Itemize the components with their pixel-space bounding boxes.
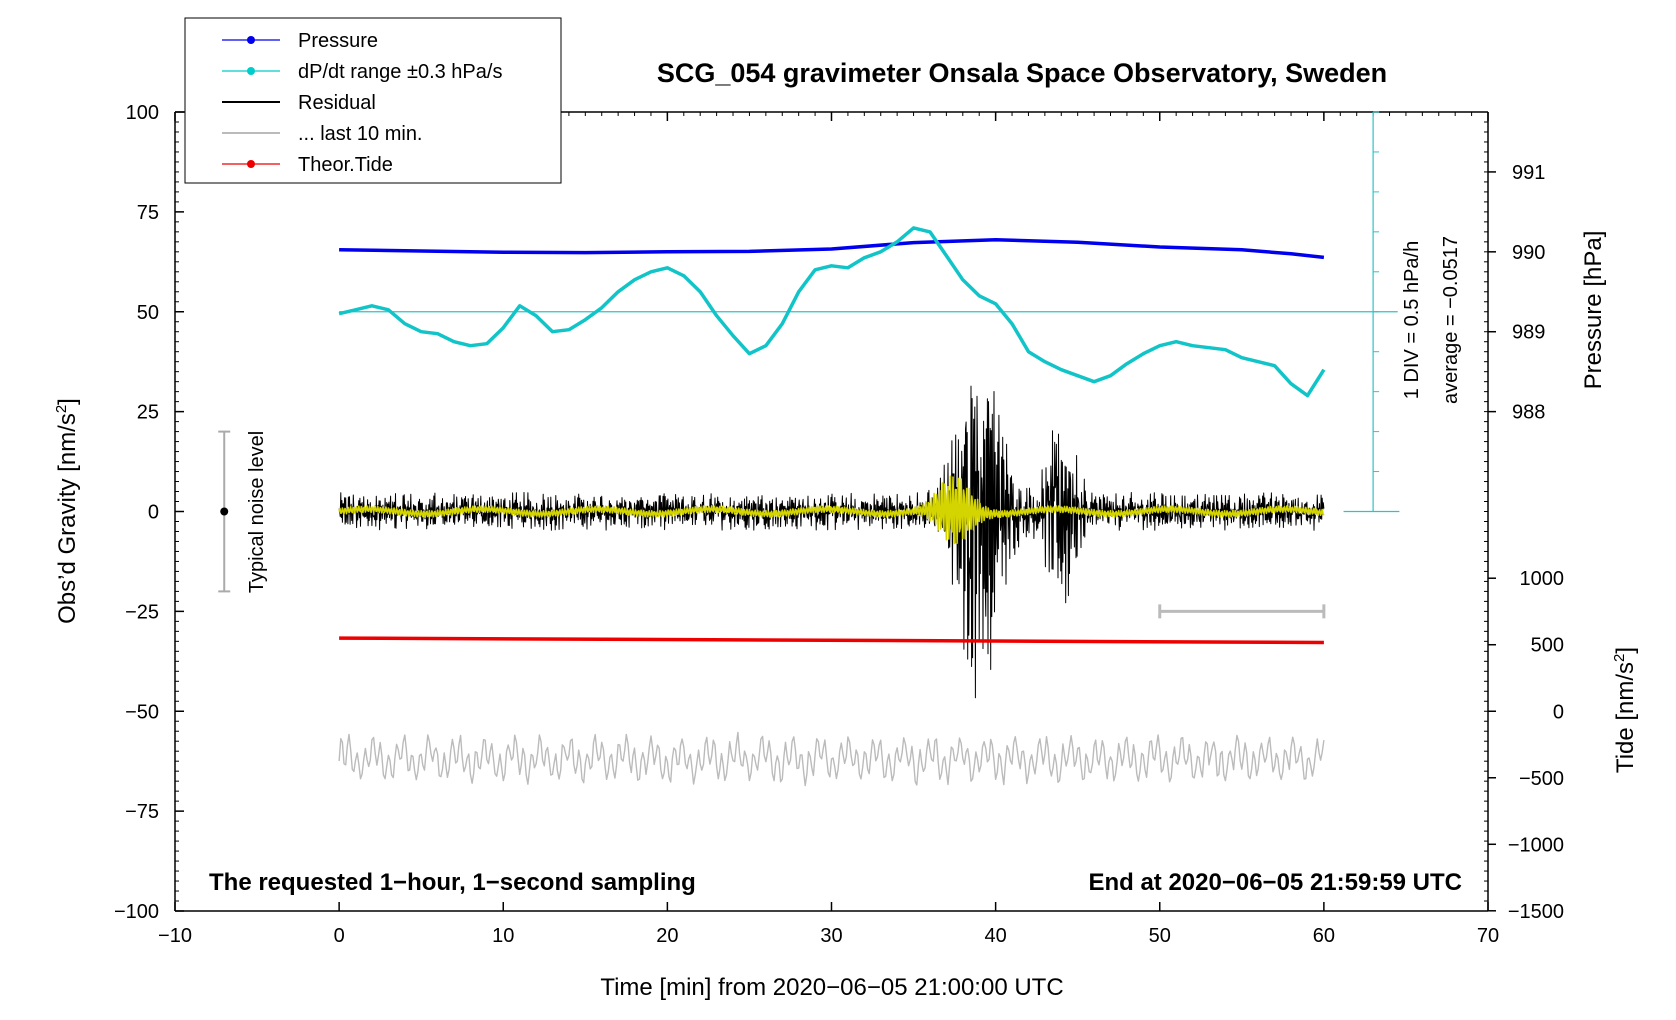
x-tick-label: 0: [334, 925, 345, 947]
y-tick-label: 75: [137, 202, 159, 224]
y-tick-label: −50: [125, 701, 159, 723]
svg-text:Pressure: Pressure: [298, 30, 378, 52]
series-pressure: [339, 238, 1325, 260]
x-tick-label: −10: [158, 925, 192, 947]
svg-text:... last 10 min.: ... last 10 min.: [298, 123, 423, 145]
tide-axis-label-close: ]: [1612, 647, 1639, 654]
note-right: End at 2020−06−05 21:59:59 UTC: [1088, 869, 1462, 896]
tide-axis-label-sup: 2: [1611, 654, 1628, 662]
legend-item-last10: ... last 10 min.: [222, 123, 423, 145]
pressure-axis-label: Pressure [hPa]: [1580, 231, 1607, 390]
x-axis: −10 0 10 20 30 40 50 60 70: [158, 112, 1499, 947]
x-tick-label: 30: [820, 925, 842, 947]
y-axis-label-close: ]: [54, 398, 81, 405]
y-tick-label: 25: [137, 402, 159, 424]
y-tick-label: −25: [125, 601, 159, 623]
tide-axis-label-main: Tide [nm/s: [1612, 662, 1639, 773]
y-tick-label: 0: [148, 502, 159, 524]
legend-item-pressure: Pressure: [222, 30, 378, 52]
x-tick-label: 40: [985, 925, 1007, 947]
x-axis-label: Time [min] from 2020−06−05 21:00:00 UTC: [600, 974, 1063, 1001]
noise-bar-center: [220, 507, 229, 516]
legend: Pressure dP/dt range ±0.3 hPa/s Residual…: [184, 17, 562, 184]
filtered-residual-line: [338, 475, 1325, 545]
tide-tick-label: −1500: [1508, 901, 1564, 923]
x-tick-label: 70: [1477, 925, 1499, 947]
noise-layer: [218, 430, 231, 593]
chart-title: SCG_054 gravimeter Onsala Space Observat…: [657, 58, 1387, 88]
series-theor-tide: [339, 636, 1324, 645]
note-left: The requested 1−hour, 1−second sampling: [209, 869, 696, 896]
noise-level-label: Typical noise level: [246, 431, 268, 593]
tide-tick-label: −500: [1519, 768, 1564, 790]
pressure-axis: 988 989 990 991: [1488, 162, 1545, 424]
legend-item-tide: Theor.Tide: [222, 154, 393, 176]
x-tick-label: 50: [1149, 925, 1171, 947]
y-axis-label-sup: 2: [53, 405, 70, 413]
svg-text:Residual: Residual: [298, 92, 376, 114]
y-tick-label: −100: [114, 901, 159, 923]
y-axis-label: Obs’d Gravity [nm/s2]: [53, 398, 81, 624]
legend-item-dpdt: dP/dt range ±0.3 hPa/s: [222, 61, 502, 83]
x-tick-label: 60: [1313, 925, 1335, 947]
dpdt-scale-label: 1 DIV = 0.5 hPa/h: [1401, 241, 1423, 399]
legend-box: [184, 17, 562, 184]
residual-line: [338, 385, 1325, 699]
svg-text:Theor.Tide: Theor.Tide: [298, 154, 393, 176]
x-tick-label: 20: [656, 925, 678, 947]
dpdt-average-label: average = −0.0517: [1440, 236, 1462, 404]
y-axis: −100 −75 −50 −25 0 25 50 75 100: [114, 102, 184, 923]
y-axis-label-main: Obs’d Gravity [nm/s: [54, 413, 81, 624]
tide-tick-label: 500: [1531, 635, 1564, 657]
tide-tick-label: −1000: [1508, 834, 1564, 856]
last-10-min-line: [338, 731, 1325, 787]
y-tick-label: 50: [137, 302, 159, 324]
tide-tick-label: 0: [1553, 701, 1564, 723]
pressure-tick-label: 991: [1512, 162, 1545, 184]
pressure-tick-label: 989: [1512, 322, 1545, 344]
tide-axis: −1500 −1000 −500 0 500 1000: [1488, 568, 1564, 923]
legend-item-residual: Residual: [222, 92, 376, 114]
y-tick-label: 100: [126, 102, 159, 124]
tide-tick-label: 1000: [1520, 568, 1565, 590]
y-tick-label: −75: [125, 801, 159, 823]
series-dp-dt: [338, 226, 1326, 398]
pressure-tick-label: 988: [1512, 402, 1545, 424]
series-layer: [338, 226, 1326, 787]
pressure-tick-label: 990: [1512, 242, 1545, 264]
svg-text:dP/dt range ±0.3 hPa/s: dP/dt range ±0.3 hPa/s: [298, 61, 502, 83]
tide-axis-label: Tide [nm/s2]: [1611, 647, 1639, 773]
x-tick-label: 10: [492, 925, 514, 947]
